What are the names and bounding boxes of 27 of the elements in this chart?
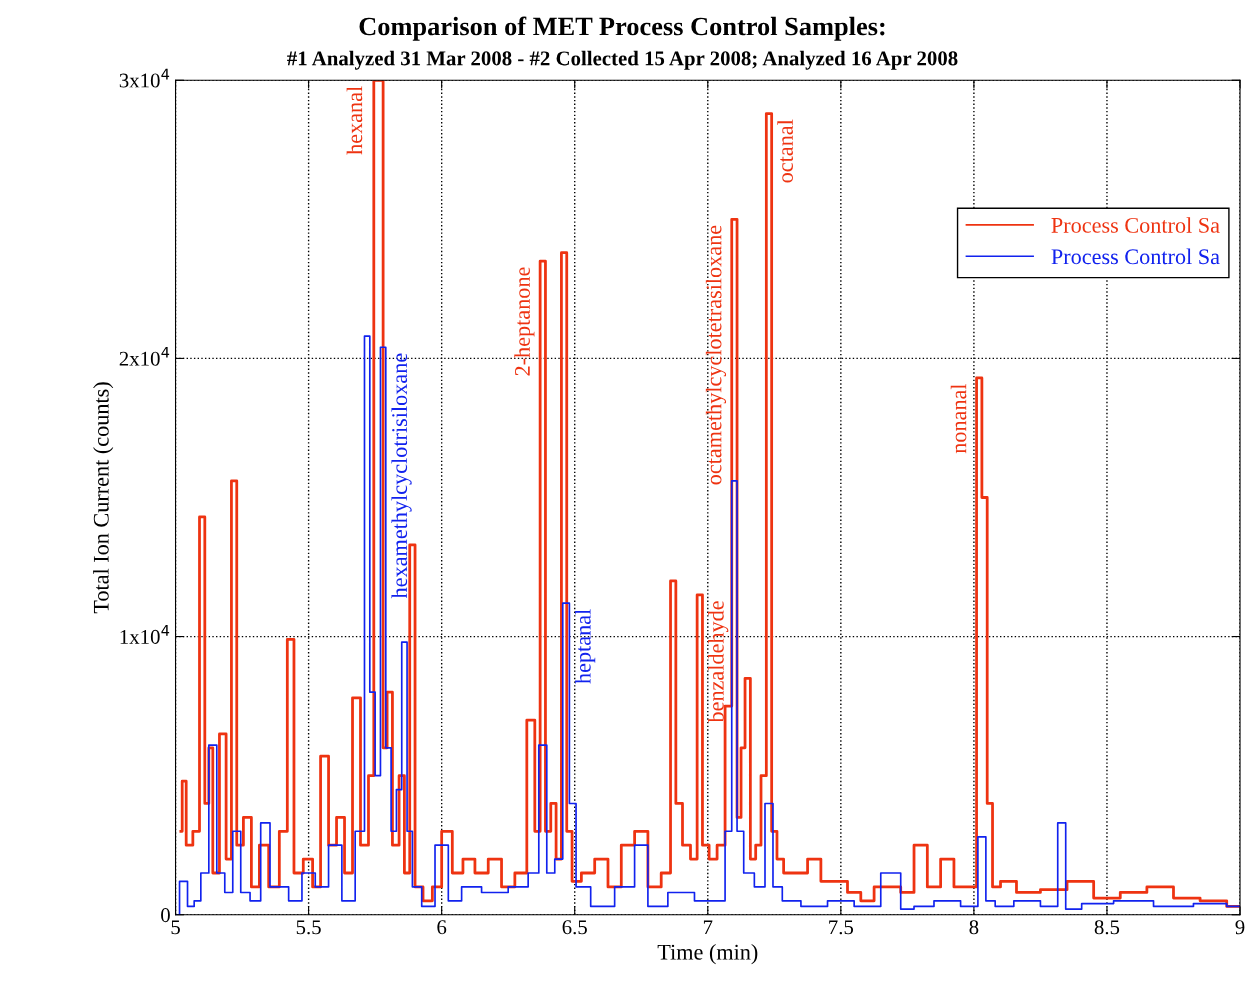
x-tick-label: 6 — [437, 920, 447, 935]
annotation: benzaldehyde — [708, 601, 729, 723]
y-axis-title: Total Ion Current (counts) — [93, 382, 114, 614]
x-tick-label: 5.5 — [296, 920, 321, 935]
annotation: 2-heptanone — [514, 267, 535, 376]
annotation: heptanal — [575, 609, 596, 684]
annotation: nonanal — [950, 383, 967, 454]
x-tick-label: 5 — [171, 920, 180, 935]
y-tick-label: 1x10$^{4}$ — [120, 625, 170, 644]
y-tick-label: 3x10$^{4}$ — [119, 68, 170, 88]
legend-label: Process Control Sa — [1051, 248, 1220, 265]
y-tick-label: 2x10$^{4}$ — [119, 346, 170, 366]
x-tick-label: 7.5 — [829, 920, 854, 935]
annotation: octamethylcyclotetrasiloxane — [705, 225, 727, 485]
x-axis-title: Time (min) — [657, 944, 758, 965]
chart-title: Comparison of MET Process Control Samples: — [359, 16, 885, 41]
annotation: hexamethylcyclotrisiloxane — [391, 353, 412, 599]
annotation: octanal — [777, 119, 793, 183]
x-tick-label: 8 — [969, 920, 979, 935]
x-tick-label: 6.5 — [562, 920, 587, 935]
x-tick-label: 8.5 — [1094, 920, 1120, 935]
x-tick-label: 7 — [703, 920, 713, 935]
chart-subtitle: #1 Analyzed 31 Mar 2008 - #2 Collected 15 Apr 2008; Analyzed 16 Apr 2008 — [287, 50, 958, 70]
y-tick-label: 0 — [161, 908, 170, 923]
x-tick-label: 9 — [1235, 920, 1245, 935]
annotation: hexanal — [346, 86, 363, 155]
legend-label: Process Control Sa — [1051, 217, 1220, 233]
